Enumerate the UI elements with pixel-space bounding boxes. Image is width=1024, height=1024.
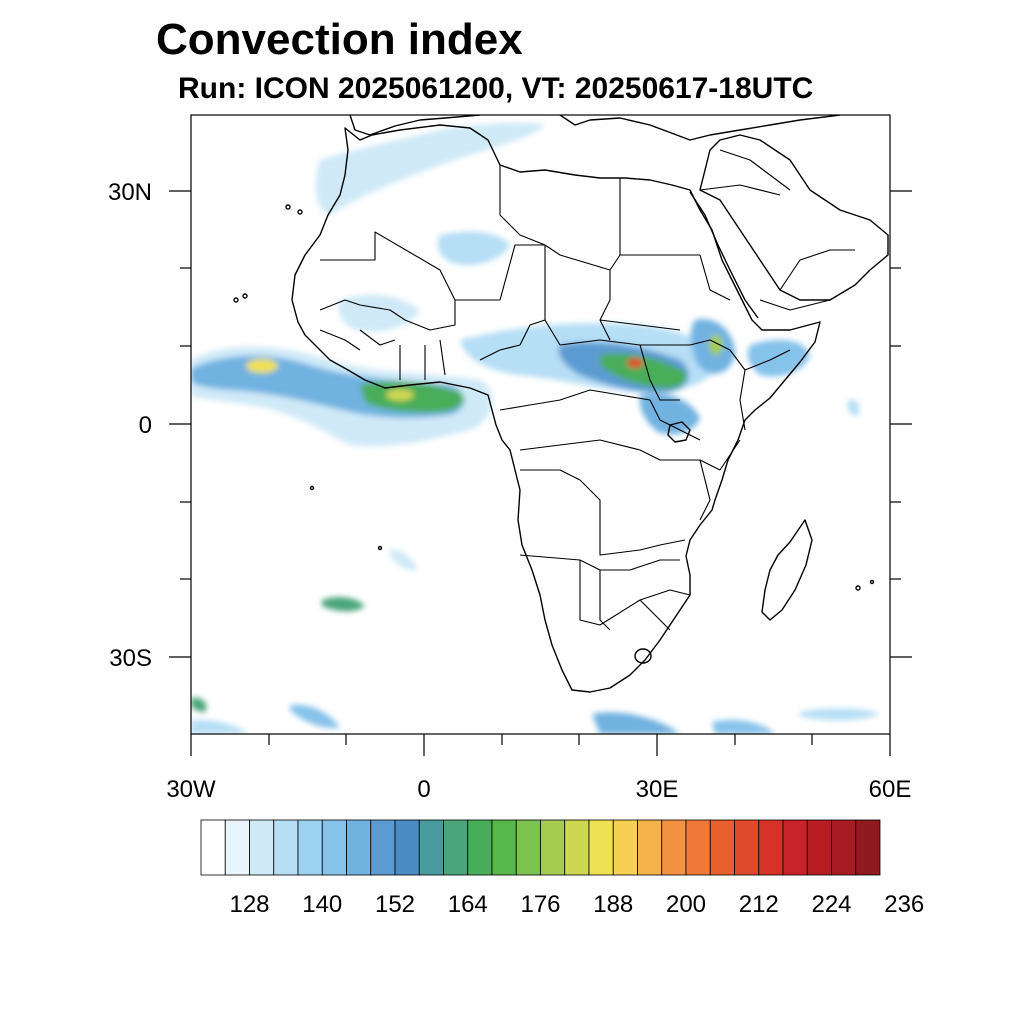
colorbar-swatch — [831, 819, 857, 876]
country-borders — [319, 149, 855, 631]
europe-coastline — [349, 115, 841, 141]
island-1 — [285, 204, 291, 210]
colorbar-swatch — [467, 819, 493, 876]
colorbar-tick-label: 224 — [811, 891, 851, 918]
lon-labels: 30W 0 30E 60E — [166, 776, 911, 803]
colorbar-swatch — [249, 819, 275, 876]
map-frame — [190, 114, 891, 735]
island-6 — [377, 545, 383, 551]
convection-area-horn — [747, 339, 810, 377]
lat-label-30s: 30S — [109, 645, 152, 672]
colorbar-swatch — [612, 819, 638, 876]
colorbar-swatch — [224, 819, 250, 876]
colorbar-swatch — [515, 819, 541, 876]
colorbar-tick-label: 128 — [229, 891, 269, 918]
convection-cell-guinea — [386, 389, 414, 401]
colorbar-tick-label: 236 — [884, 891, 924, 918]
lon-label-30e: 30E — [636, 776, 679, 803]
africa-coastline — [291, 124, 821, 693]
colorbar-swatch — [321, 819, 347, 876]
colorbar-swatch — [661, 819, 687, 876]
colorbar-tick-label: 200 — [666, 891, 706, 918]
colorbar-swatch — [855, 819, 881, 876]
colorbar-tick-label: 140 — [302, 891, 342, 918]
convection-area-south-ocean-3 — [800, 708, 880, 721]
colorbar-swatch — [685, 819, 711, 876]
convection-field — [191, 122, 880, 734]
chart-subtitle: Run: ICON 2025061200, VT: 20250617-18UTC — [178, 72, 814, 105]
lon-label-60e: 60E — [869, 776, 912, 803]
convection-area-south-ocean-6 — [191, 719, 248, 734]
convection-area-south-atlantic-2 — [390, 549, 418, 571]
lat-label-0: 0 — [139, 412, 152, 439]
convection-area-south-ocean-1 — [592, 712, 680, 734]
colorbar-swatch — [200, 819, 226, 876]
island-7 — [855, 585, 861, 591]
lat-labels: 30N 0 30S — [108, 179, 152, 672]
colorbar-tick-label: 152 — [375, 891, 415, 918]
colorbar-tick-label: 188 — [593, 891, 633, 918]
convection-area-south-atlantic — [322, 597, 365, 612]
convection-area-sahara — [437, 231, 510, 266]
colorbar-tick-label: 212 — [739, 891, 779, 918]
convection-area-south-ocean-2 — [712, 719, 775, 734]
coastlines-and-borders — [233, 115, 889, 693]
colorbar-swatch — [491, 819, 517, 876]
convection-area-indian-ocean — [847, 399, 860, 416]
island-3 — [233, 297, 239, 303]
convection-cell-sudan — [627, 358, 643, 368]
axis-ticks — [169, 190, 912, 756]
colorbar-swatch — [273, 819, 299, 876]
convection-cell-ethiopia — [709, 335, 723, 355]
lon-label-30w: 30W — [166, 776, 216, 803]
colorbar-swatch — [443, 819, 469, 876]
colorbar-swatch — [394, 819, 420, 876]
colorbar-swatch — [782, 819, 808, 876]
island-2 — [297, 209, 303, 215]
colorbar-swatch — [758, 819, 784, 876]
convection-area-south-ocean-4 — [191, 697, 207, 712]
colorbar — [200, 819, 881, 876]
colorbar-swatch — [734, 819, 760, 876]
colorbar-swatch — [370, 819, 396, 876]
colorbar-swatch — [637, 819, 663, 876]
lake-victoria — [667, 421, 691, 443]
red-sea-coastline — [689, 191, 759, 319]
colorbar-swatch — [564, 819, 590, 876]
island-8 — [869, 579, 875, 585]
colorbar-swatch — [806, 819, 832, 876]
convection-area-south-sudan — [600, 353, 687, 389]
convection-area-south-ocean-5 — [290, 704, 340, 729]
lat-label-30n: 30N — [108, 179, 152, 206]
madagascar-coastline — [761, 519, 813, 621]
colorbar-swatch — [297, 819, 323, 876]
colorbar-swatch — [588, 819, 614, 876]
convection-area-west-sahel — [338, 294, 420, 332]
colorbar-swatch — [709, 819, 735, 876]
colorbar-swatch — [346, 819, 372, 876]
convection-cell-atlantic — [246, 359, 278, 373]
colorbar-swatch — [418, 819, 444, 876]
chart-title: Convection index — [156, 15, 523, 64]
colorbar-tick-label: 176 — [520, 891, 560, 918]
convection-area-northwest — [315, 122, 545, 215]
colorbar-labels: 128 140 152 164 176 188 200 212 224 236 — [229, 891, 924, 918]
island-5 — [309, 485, 315, 491]
colorbar-swatch — [540, 819, 566, 876]
lesotho-border — [634, 648, 652, 664]
colorbar-tick-label: 164 — [448, 891, 488, 918]
arabia-coastline — [699, 134, 889, 301]
island-4 — [242, 293, 248, 299]
lon-label-0: 0 — [417, 776, 430, 803]
